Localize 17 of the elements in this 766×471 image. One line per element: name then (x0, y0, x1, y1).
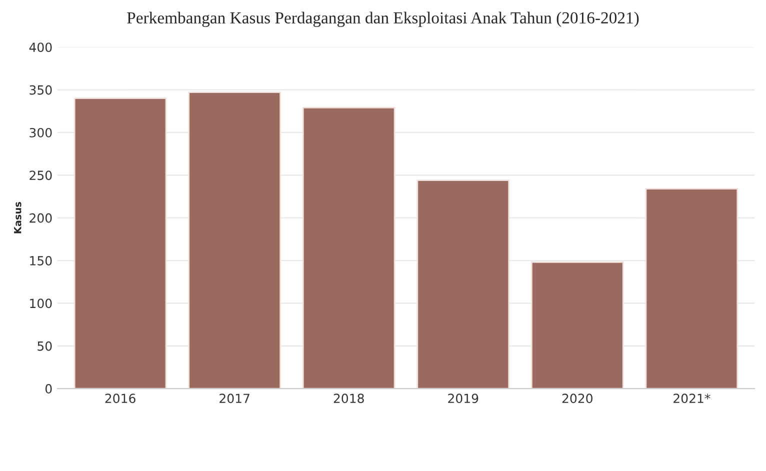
x-tick-label: 2017 (220, 394, 250, 404)
x-tick-label: 2019 (448, 394, 478, 404)
y-tick-label: 0 (45, 384, 52, 394)
y-tick-label: 200 (30, 213, 52, 223)
chart-title: Perkembangan Kasus Perdagangan dan Eksploitasi Anak Tahun (2016-2021) (127, 12, 639, 27)
x-tick-label: 2021* (674, 394, 710, 404)
y-tick-label: 400 (29, 42, 52, 52)
y-tick-label: 50 (38, 341, 52, 351)
x-tick-label: 2020 (562, 394, 592, 404)
y-tick-label: 150 (30, 256, 52, 266)
x-tick-label: 2018 (334, 394, 364, 404)
y-tick-label: 350 (30, 85, 52, 95)
y-axis-title: Kasus (14, 202, 22, 234)
y-tick-label: 300 (30, 128, 52, 138)
x-tick-label: 2016 (105, 394, 136, 404)
y-tick-label: 100 (30, 298, 52, 308)
y-tick-label: 250 (30, 170, 52, 180)
